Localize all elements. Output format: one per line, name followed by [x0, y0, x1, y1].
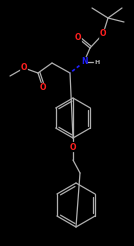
Text: O: O: [70, 142, 76, 152]
Text: O: O: [100, 30, 106, 39]
Text: O: O: [75, 33, 81, 43]
Text: H: H: [94, 60, 100, 64]
Text: O: O: [21, 63, 27, 73]
Text: N: N: [81, 58, 87, 66]
Text: O: O: [40, 83, 46, 92]
